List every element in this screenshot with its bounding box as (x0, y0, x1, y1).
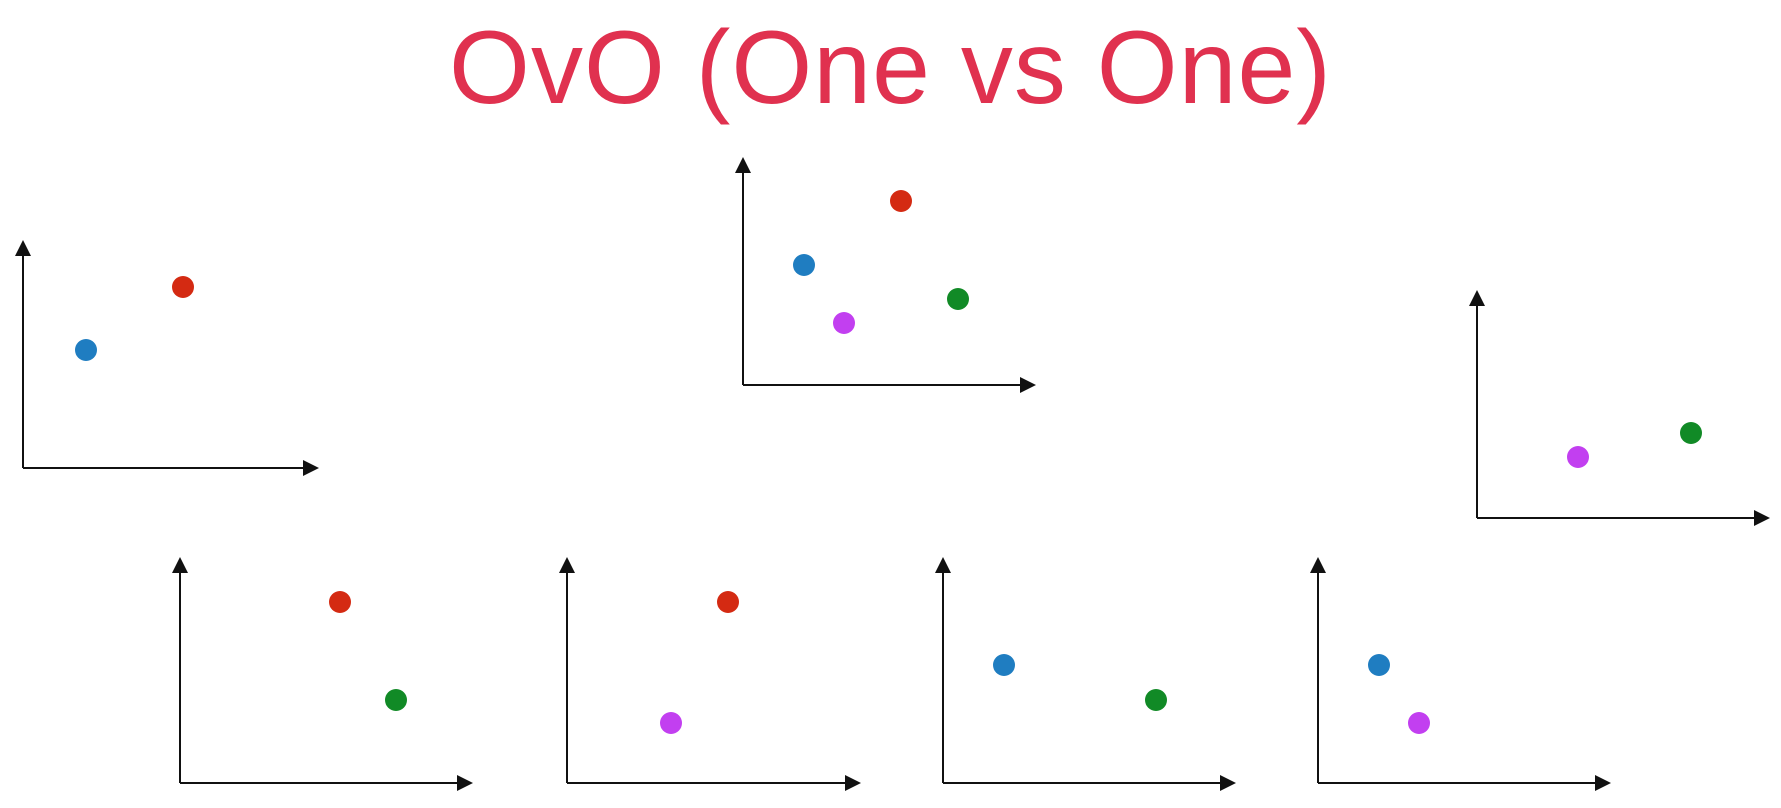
point-red (890, 190, 912, 212)
point-red (329, 591, 351, 613)
point-red (172, 276, 194, 298)
point-purple (1567, 446, 1589, 468)
plot-canvas (559, 557, 861, 791)
point-blue (75, 339, 97, 361)
plot-purple-green (1469, 288, 1770, 526)
point-red (717, 591, 739, 613)
point-green (947, 288, 969, 310)
point-green (1680, 422, 1702, 444)
plot-canvas (1469, 290, 1770, 526)
plot-canvas (1310, 557, 1611, 791)
plot-red-purple (559, 555, 861, 791)
plot-canvas (172, 557, 473, 791)
point-green (385, 689, 407, 711)
plot-all-classes (735, 155, 1040, 393)
point-purple (660, 712, 682, 734)
point-blue (793, 254, 815, 276)
plot-blue-purple (1310, 555, 1611, 791)
plot-red-green (172, 555, 475, 791)
point-green (1145, 689, 1167, 711)
point-blue (993, 654, 1015, 676)
plot-canvas (15, 240, 319, 476)
page-title: OvO (One vs One) (449, 10, 1332, 126)
plot-blue-red (15, 238, 319, 476)
plot-canvas (735, 157, 1036, 393)
plot-canvas (935, 557, 1236, 791)
point-purple (833, 312, 855, 334)
point-blue (1368, 654, 1390, 676)
point-purple (1408, 712, 1430, 734)
plot-blue-green (935, 555, 1236, 791)
